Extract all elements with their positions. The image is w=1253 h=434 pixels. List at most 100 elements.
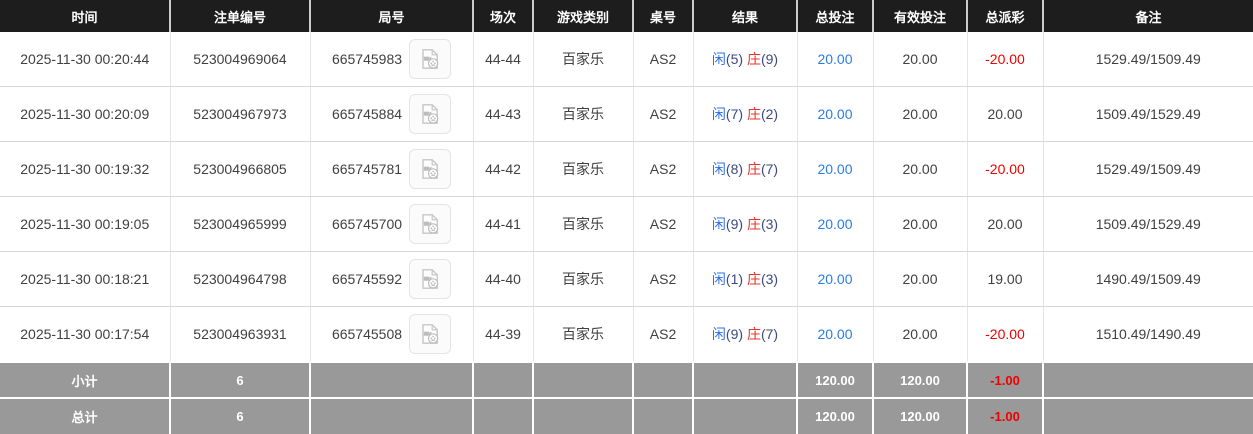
session-cell: 44-44	[473, 32, 534, 87]
result-cell: 闲(8) 庄(7)	[693, 141, 798, 197]
result-banker-score: (3)	[760, 216, 779, 232]
summary-empty-game-type	[533, 361, 634, 398]
summary-row: 小计 6 120.00 120.00 -1.00	[0, 361, 1253, 398]
video-playback-button[interactable]	[409, 204, 452, 244]
time-cell: 2025-11-30 00:17:54	[0, 306, 171, 363]
column-header-session: 场次	[473, 0, 534, 32]
bet-id-cell: 523004966805	[170, 141, 311, 197]
total-bet-cell: 20.00	[797, 32, 874, 87]
table-no-cell: AS2	[633, 306, 694, 363]
table-no-cell: AS2	[633, 32, 694, 87]
summary-empty-result	[693, 397, 798, 434]
table-no-cell: AS2	[633, 141, 694, 197]
summary-label: 小计	[0, 361, 171, 398]
bet-id-cell: 523004964798	[170, 251, 311, 307]
result-banker-score: (7)	[760, 326, 779, 342]
payout-cell: -20.00	[967, 32, 1044, 87]
round-id-text: 665745592	[331, 271, 403, 287]
summary-label: 总计	[0, 397, 171, 434]
summary-remark	[1043, 397, 1253, 434]
result-player-score: (8)	[725, 161, 744, 177]
summary-payout: -1.00	[967, 361, 1044, 398]
session-cell: 44-42	[473, 141, 534, 197]
video-record-icon	[422, 159, 439, 179]
result-player-label: 闲	[711, 51, 726, 67]
session-cell: 44-43	[473, 86, 534, 142]
result-banker-label: 庄	[746, 216, 761, 232]
result-player-score: (9)	[725, 216, 744, 232]
valid-bet-cell: 20.00	[873, 306, 968, 363]
table-row: 2025-11-30 00:20:09 523004967973 6657458…	[0, 86, 1253, 142]
result-banker-label: 庄	[746, 326, 761, 342]
bet-id-cell: 523004965999	[170, 196, 311, 252]
round-id-text: 665745700	[331, 216, 403, 232]
total-bet-cell: 20.00	[797, 306, 874, 363]
result-player-label: 闲	[711, 271, 726, 287]
summary-empty-game-type	[533, 397, 634, 434]
payout-cell: 19.00	[967, 251, 1044, 307]
column-header-table_no: 桌号	[633, 0, 694, 32]
video-record-icon	[422, 214, 439, 234]
video-playback-button[interactable]	[409, 149, 452, 189]
payout-cell: 20.00	[967, 196, 1044, 252]
summary-row: 总计 6 120.00 120.00 -1.00	[0, 397, 1253, 434]
result-cell: 闲(1) 庄(3)	[693, 251, 798, 307]
round-id-cell: 665745983	[310, 32, 474, 87]
result-cell: 闲(5) 庄(9)	[693, 32, 798, 87]
table-no-cell: AS2	[633, 196, 694, 252]
game-type-cell: 百家乐	[533, 251, 634, 307]
header-row: 时间 注单编号 局号 场次 游戏类别 桌号 结果 总投注 有效投注 总派彩 备注	[0, 0, 1253, 32]
summary-count: 6	[170, 361, 311, 398]
time-cell: 2025-11-30 00:18:21	[0, 251, 171, 307]
video-record-icon	[422, 49, 439, 69]
column-header-total_bet: 总投注	[797, 0, 874, 32]
video-playback-button[interactable]	[409, 314, 452, 354]
bet-id-cell: 523004967973	[170, 86, 311, 142]
video-playback-button[interactable]	[409, 259, 452, 299]
column-header-remark: 备注	[1043, 0, 1253, 32]
time-cell: 2025-11-30 00:20:44	[0, 32, 171, 87]
game-type-cell: 百家乐	[533, 32, 634, 87]
summary-empty-result	[693, 361, 798, 398]
summary-remark	[1043, 361, 1253, 398]
result-player-score: (9)	[725, 326, 744, 342]
session-cell: 44-39	[473, 306, 534, 363]
total-bet-cell: 20.00	[797, 196, 874, 252]
result-banker-score: (7)	[760, 161, 779, 177]
summary-empty-round	[310, 361, 474, 398]
summary-empty-table-no	[633, 361, 694, 398]
result-player-label: 闲	[711, 216, 726, 232]
summary-empty-session	[473, 397, 534, 434]
summary-empty-round	[310, 397, 474, 434]
result-player-score: (7)	[725, 106, 744, 122]
time-cell: 2025-11-30 00:19:32	[0, 141, 171, 197]
remark-cell: 1509.49/1529.49	[1043, 196, 1253, 252]
result-banker-label: 庄	[746, 271, 761, 287]
table-body: 2025-11-30 00:20:44 523004969064 6657459…	[0, 32, 1253, 363]
round-id-cell: 665745508	[310, 306, 474, 363]
summary-valid-bet: 120.00	[873, 361, 968, 398]
round-id-text: 665745508	[331, 326, 403, 342]
video-playback-button[interactable]	[409, 94, 452, 134]
remark-cell: 1509.49/1529.49	[1043, 86, 1253, 142]
round-id-cell: 665745700	[310, 196, 474, 252]
round-id-text: 665745781	[331, 161, 403, 177]
video-record-icon	[422, 104, 439, 124]
summary-empty-table-no	[633, 397, 694, 434]
table-footer: 小计 6 120.00 120.00 -1.00 总计 6 120.00 120…	[0, 361, 1253, 434]
game-type-cell: 百家乐	[533, 306, 634, 363]
payout-cell: -20.00	[967, 141, 1044, 197]
table-row: 2025-11-30 00:19:32 523004966805 6657457…	[0, 141, 1253, 197]
game-type-cell: 百家乐	[533, 196, 634, 252]
result-cell: 闲(9) 庄(7)	[693, 306, 798, 363]
video-playback-button[interactable]	[409, 39, 452, 79]
summary-total-bet: 120.00	[797, 397, 874, 434]
result-banker-score: (9)	[760, 51, 779, 67]
bet-id-cell: 523004969064	[170, 32, 311, 87]
valid-bet-cell: 20.00	[873, 196, 968, 252]
valid-bet-cell: 20.00	[873, 32, 968, 87]
result-player-label: 闲	[711, 161, 726, 177]
result-cell: 闲(7) 庄(2)	[693, 86, 798, 142]
table-row: 2025-11-30 00:18:21 523004964798 6657455…	[0, 251, 1253, 307]
result-cell: 闲(9) 庄(3)	[693, 196, 798, 252]
